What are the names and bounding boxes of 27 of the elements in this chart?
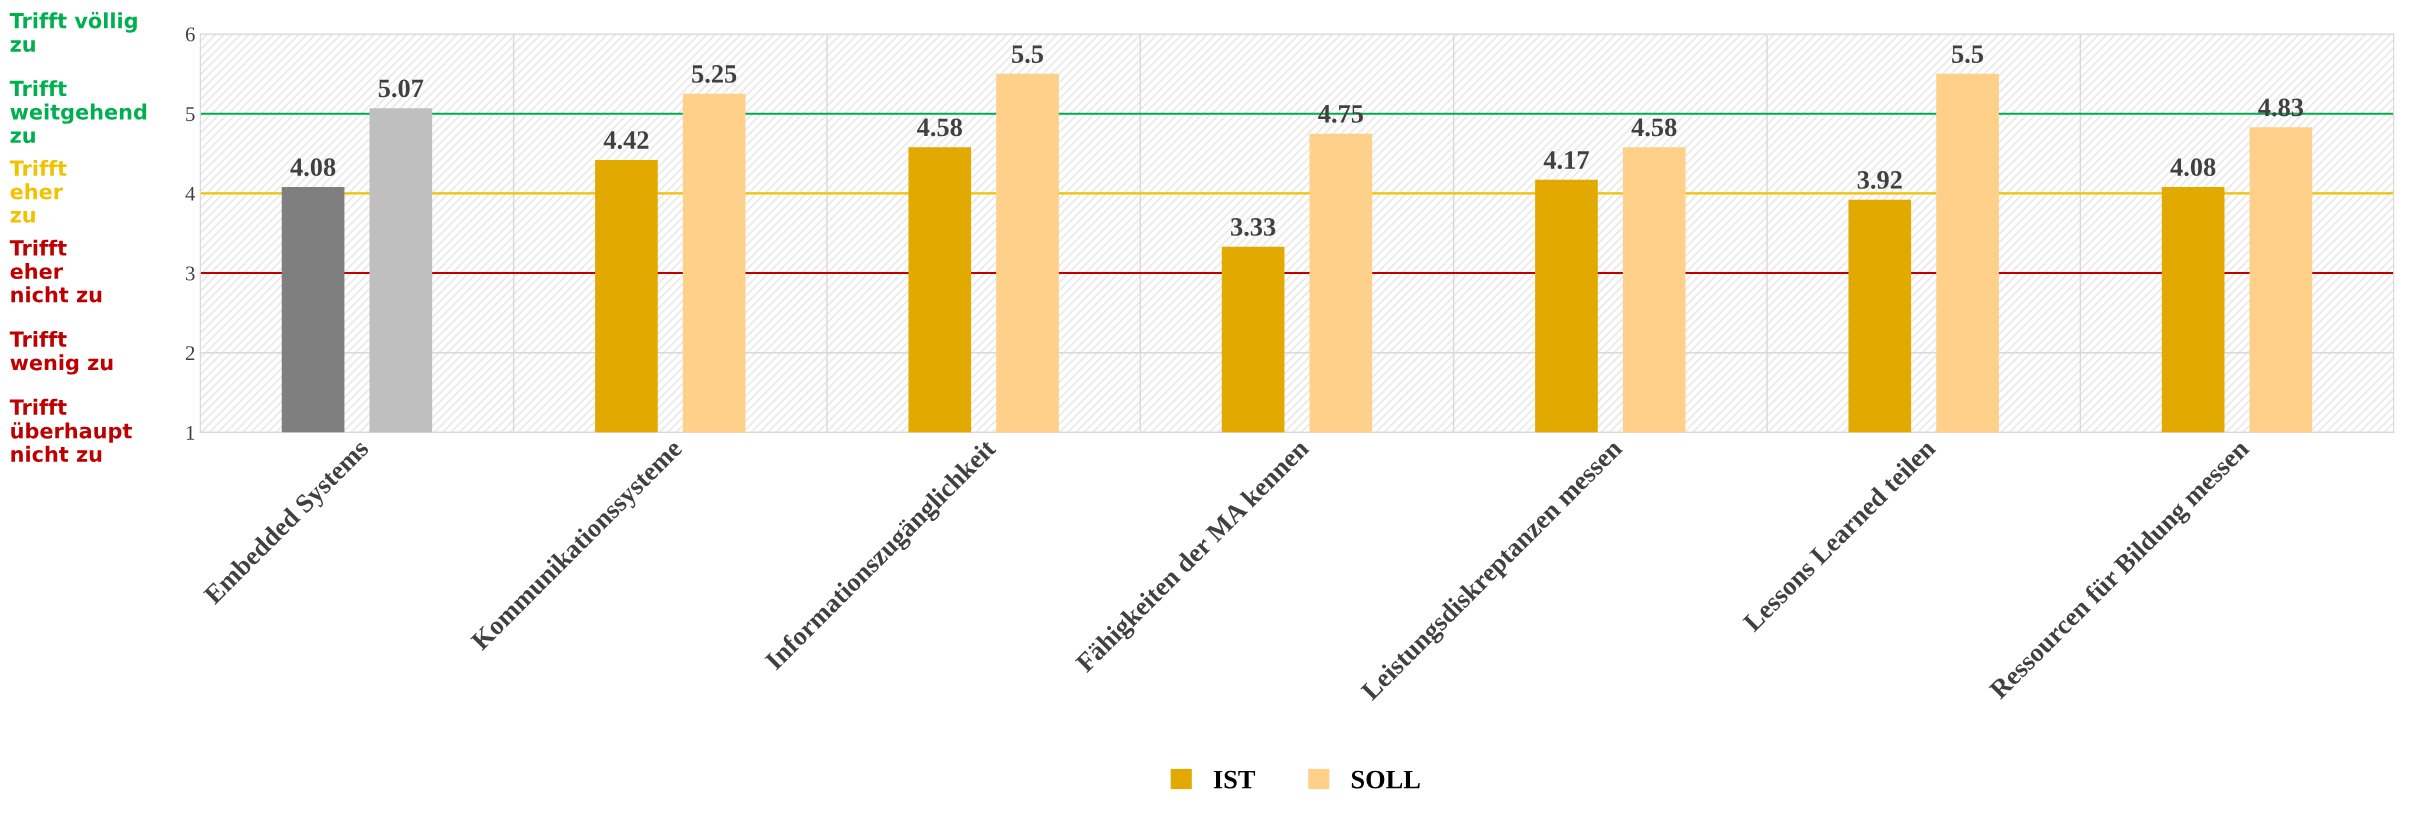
y-tick-label: 3 xyxy=(186,266,195,281)
text: Trifft völlig zu xyxy=(9,12,137,52)
y-tick-label: 1 xyxy=(186,425,195,440)
data-label: 4.58 xyxy=(917,118,962,137)
text: Trifft eher nicht zu xyxy=(9,239,102,303)
text: Trifft weitgehend zu xyxy=(9,80,147,144)
y-tick-label: 4 xyxy=(185,186,196,201)
legend-label: SOLL xyxy=(1351,770,1420,789)
data-label: 5.5 xyxy=(1952,45,1984,64)
text: Trifft wenig zu xyxy=(9,330,113,375)
data-label: 3.33 xyxy=(1231,218,1276,236)
data-label: 4.08 xyxy=(290,158,336,177)
data-label: 5.25 xyxy=(692,65,737,83)
text: Trifft eher zu xyxy=(9,159,67,223)
data-label: 5.5 xyxy=(1012,45,1044,64)
data-label: 4.42 xyxy=(603,131,649,150)
data-label: 3.92 xyxy=(1857,171,1902,189)
data-label: 4.08 xyxy=(2170,158,2216,177)
legend-label: IST xyxy=(1213,770,1256,789)
data-label: 4.58 xyxy=(1631,118,1677,137)
data-label: 5.07 xyxy=(378,79,424,98)
y-tick-label: 6 xyxy=(185,27,195,42)
data-label: 4.17 xyxy=(1543,151,1589,170)
y-tick-label: 2 xyxy=(185,346,195,360)
text: Trifft überhaupt nicht zu xyxy=(9,398,132,462)
data-label: 4.83 xyxy=(2258,98,2304,117)
y-tick-label: 5 xyxy=(186,107,195,122)
